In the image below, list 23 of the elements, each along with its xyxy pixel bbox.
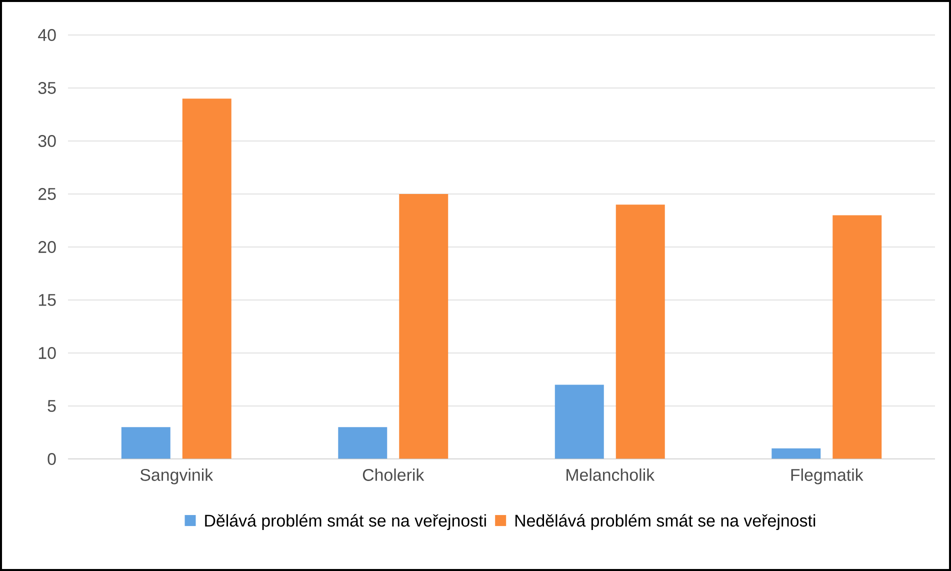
bar: [832, 215, 882, 459]
x-tick-label: Cholerik: [362, 468, 424, 481]
x-tick-label: Sangvinik: [140, 468, 214, 484]
x-tick-label: Melancholik: [566, 468, 655, 481]
bar: [399, 194, 448, 459]
bar: [338, 427, 388, 459]
y-tick-label: 30: [38, 134, 56, 147]
y-tick-label: 15: [38, 294, 56, 306]
bar: [772, 448, 821, 459]
y-tick-label: 10: [38, 346, 56, 359]
legend-label: Nedělává problém smát se na veřejnosti: [515, 514, 816, 530]
bar: [616, 204, 665, 459]
bar: [554, 384, 604, 459]
y-tick-label: 40: [38, 28, 56, 41]
y-tick-label: 5: [48, 400, 56, 412]
y-tick-label: 35: [38, 82, 56, 94]
legend-label: Dělává problém smát se na veřejnosti: [205, 514, 486, 530]
bar: [121, 427, 170, 459]
y-tick-label: 20: [38, 240, 56, 253]
y-tick-label: 0: [48, 452, 56, 465]
bar: [182, 98, 232, 459]
y-tick-label: 25: [38, 188, 56, 200]
x-tick-label: Flegmatik: [791, 468, 864, 484]
